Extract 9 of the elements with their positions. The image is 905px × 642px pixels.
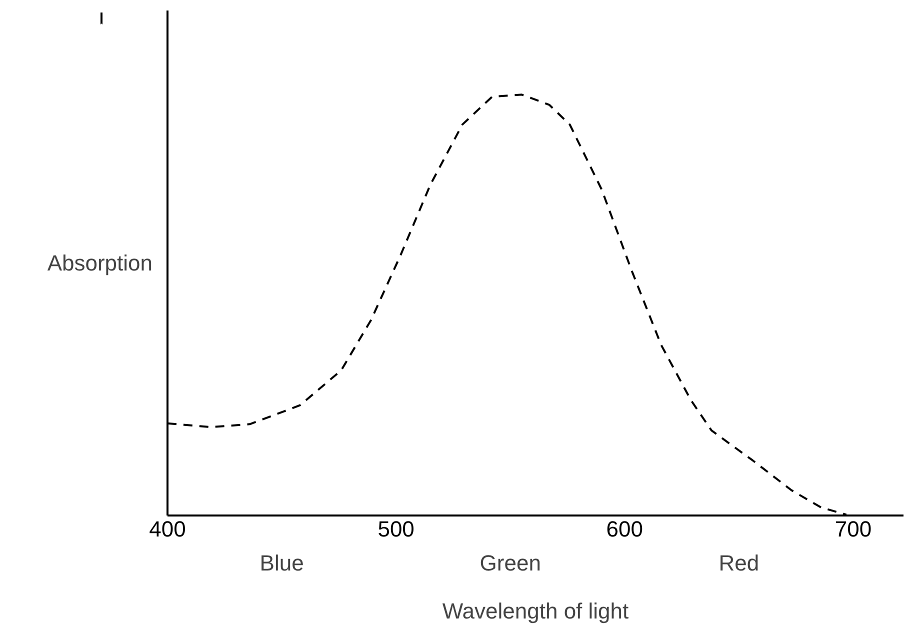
x-tick-label: 700 (834, 516, 872, 542)
y-axis-title: Absorption (47, 250, 153, 276)
x-tick-label: 600 (606, 516, 644, 542)
text: Red (718, 550, 760, 576)
x-axis-title: Wavelength of light (442, 598, 629, 624)
x-tick-label: 400 (149, 516, 186, 542)
text: Green (480, 550, 541, 576)
text: Blue (260, 550, 304, 576)
x-tick-label: 500 (378, 516, 414, 542)
